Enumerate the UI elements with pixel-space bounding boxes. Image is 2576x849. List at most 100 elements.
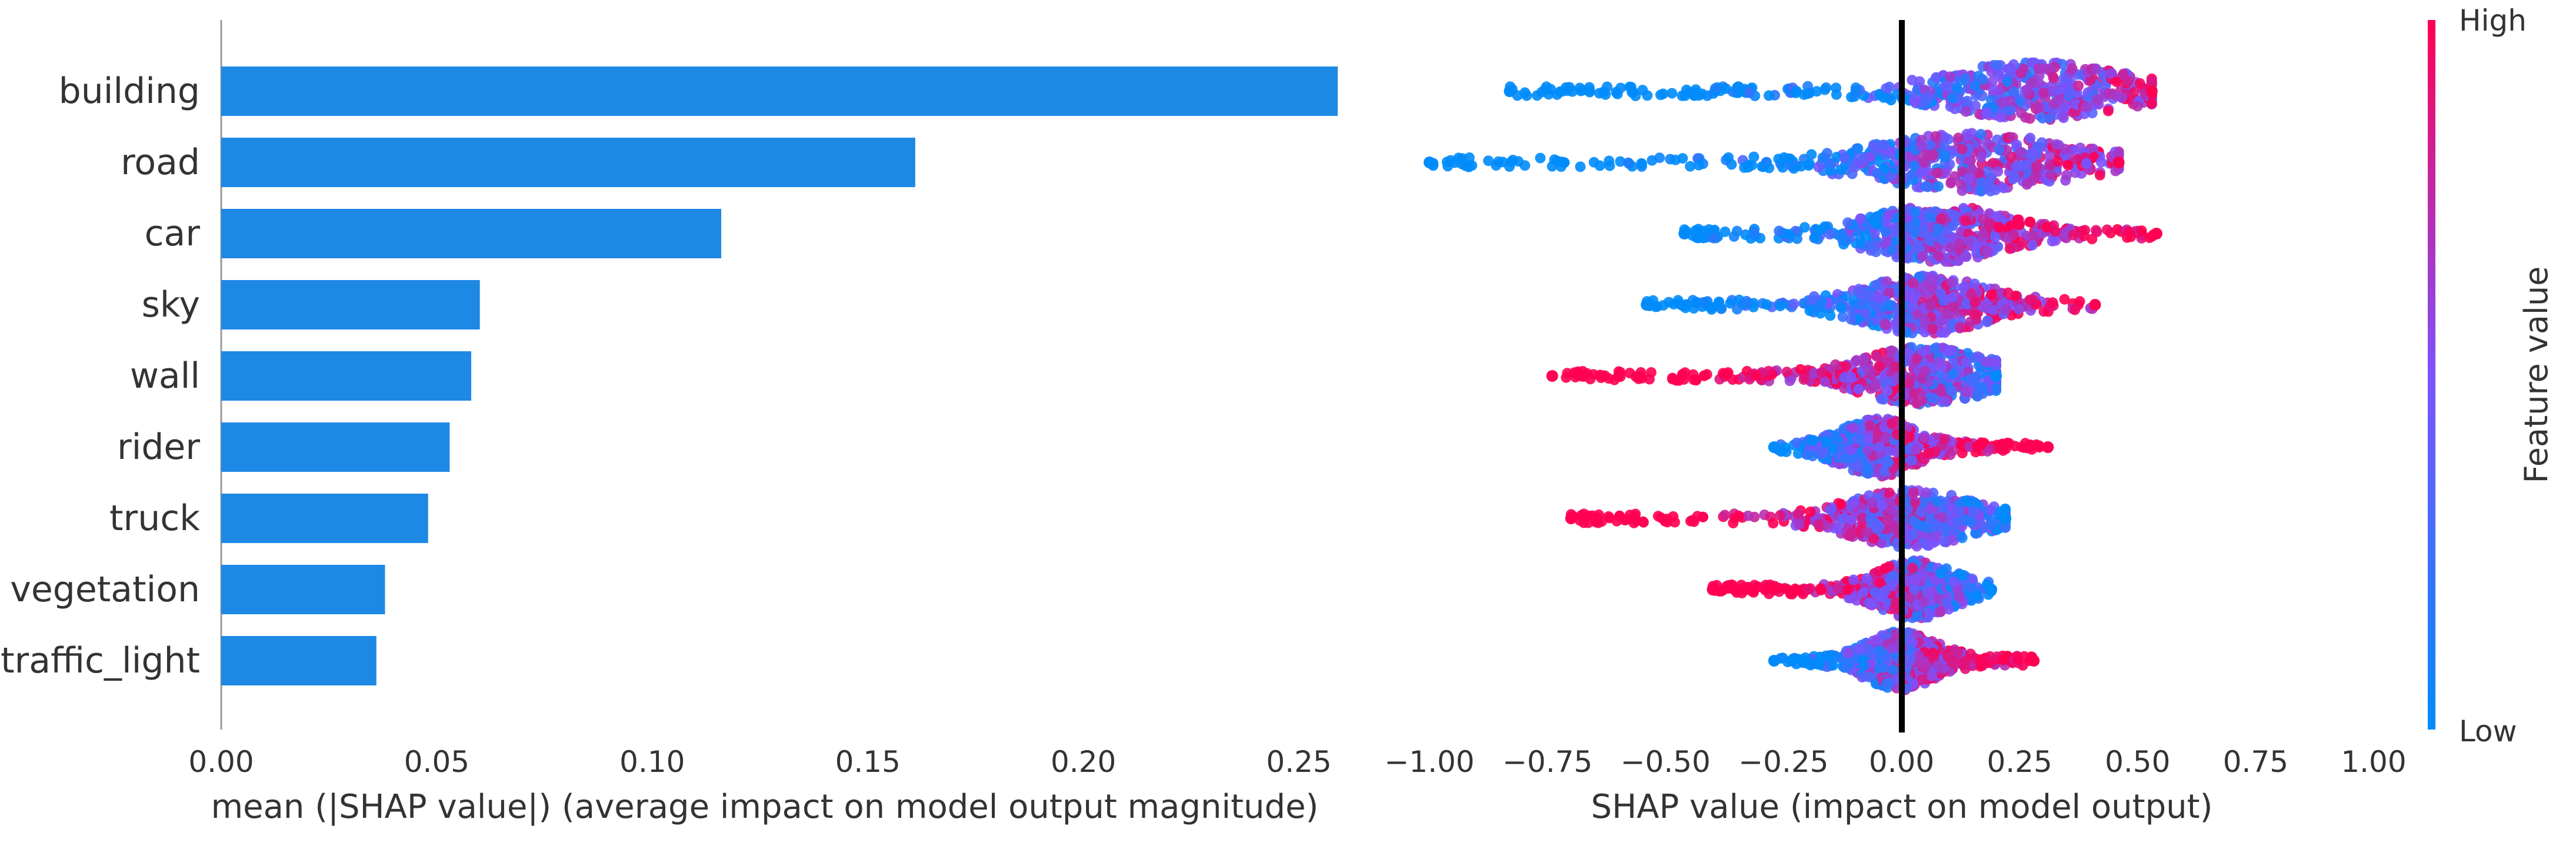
- beeswarm-point: [1914, 76, 1925, 87]
- beeswarm-point: [1972, 440, 1982, 451]
- beeswarm-point: [1953, 591, 1964, 602]
- beeswarm-point: [1729, 512, 1740, 524]
- beeswarm-point: [1690, 225, 1701, 236]
- beeswarm-point: [1857, 512, 1868, 524]
- beeswarm-point: [2015, 147, 2027, 158]
- beeswarm-point: [2018, 64, 2029, 75]
- beeswarm-point: [1831, 152, 1842, 162]
- beeswarm-point: [1870, 378, 1881, 389]
- beeswarm-x-tick-label: −0.50: [1621, 745, 1711, 779]
- beeswarm-point: [1965, 289, 1977, 300]
- beeswarm-point: [1940, 151, 1951, 161]
- beeswarm-point: [1858, 660, 1869, 671]
- beeswarm-point: [1519, 160, 1531, 171]
- beeswarm-point: [1813, 519, 1824, 530]
- beeswarm-point: [1551, 89, 1562, 100]
- beeswarm-point: [1742, 510, 1754, 521]
- beeswarm-point: [1845, 444, 1857, 455]
- beeswarm-point: [1871, 634, 1882, 645]
- beeswarm-point: [1654, 152, 1665, 164]
- beeswarm-point: [1685, 161, 1696, 172]
- beeswarm-point: [1783, 229, 1794, 240]
- beeswarm-point: [2132, 101, 2143, 112]
- beeswarm-point: [1879, 377, 1890, 388]
- beeswarm-point: [1816, 224, 1827, 235]
- beeswarm-point: [1852, 461, 1863, 472]
- beeswarm-point: [1877, 500, 1887, 511]
- beeswarm-point: [1667, 372, 1678, 384]
- beeswarm-point: [2050, 226, 2061, 237]
- beeswarm-point: [1733, 81, 1744, 92]
- beeswarm-point: [2004, 243, 2015, 254]
- beeswarm-point: [1907, 562, 1918, 574]
- bar-vegetation: [221, 565, 385, 614]
- beeswarm-point: [1846, 305, 1857, 317]
- beeswarm-point: [1933, 357, 1944, 368]
- beeswarm-point: [1615, 156, 1626, 167]
- beeswarm-point: [1932, 181, 1944, 192]
- beeswarm-point: [1878, 92, 1889, 103]
- beeswarm-point: [2059, 101, 2070, 112]
- bar-x-axis-label: mean (|SHAP value|) (average impact on m…: [211, 788, 1319, 826]
- beeswarm-point: [1926, 283, 1937, 294]
- beeswarm-point: [1962, 173, 1974, 184]
- beeswarm-extreme-point: [1990, 370, 2002, 382]
- beeswarm-point: [1562, 85, 1573, 96]
- beeswarm-x-tick-label: 1.00: [2341, 745, 2406, 779]
- beeswarm-point: [1842, 217, 1854, 228]
- beeswarm-point: [1863, 289, 1874, 301]
- beeswarm-point: [1884, 487, 1895, 498]
- beeswarm-point: [1991, 384, 2001, 395]
- beeswarm-point: [1923, 448, 1934, 459]
- feature-label-car: car: [145, 213, 201, 254]
- beeswarm-point: [2002, 287, 2014, 298]
- beeswarm-point: [1935, 568, 1946, 579]
- beeswarm-point: [1965, 317, 1976, 327]
- beeswarm-point: [1627, 87, 1638, 98]
- beeswarm-point: [2033, 102, 2044, 113]
- colorbar-high-label: High: [2459, 4, 2527, 38]
- beeswarm-point: [1871, 519, 1882, 530]
- beeswarm-point: [1981, 108, 1992, 118]
- beeswarm-point: [1957, 144, 1968, 155]
- beeswarm-point: [1929, 343, 1940, 354]
- feature-label-building: building: [59, 71, 200, 112]
- beeswarm-point: [2005, 105, 2016, 116]
- beeswarm-point: [1961, 386, 1972, 397]
- beeswarm-point: [1457, 158, 1468, 169]
- beeswarm-point: [1984, 657, 1995, 668]
- beeswarm-point: [1493, 156, 1504, 167]
- beeswarm-point: [1802, 584, 1814, 595]
- colorbar-gradient: [2428, 20, 2435, 730]
- beeswarm-point: [1619, 515, 1631, 526]
- beeswarm-point: [1603, 373, 1614, 384]
- beeswarm-point: [1822, 148, 1832, 159]
- beeswarm-point: [1904, 222, 1915, 232]
- beeswarm-point: [1957, 185, 1968, 196]
- beeswarm-point: [1885, 171, 1896, 182]
- beeswarm-point: [1691, 374, 1702, 385]
- beeswarm-point: [1709, 83, 1721, 94]
- beeswarm-point: [1726, 580, 1737, 590]
- beeswarm-x-tick-label: 0.75: [2223, 745, 2288, 779]
- beeswarm-point: [1949, 209, 1960, 221]
- beeswarm-point: [1821, 437, 1832, 448]
- beeswarm-point: [1935, 386, 1947, 397]
- beeswarm-point: [1945, 242, 1956, 254]
- beeswarm-point: [1864, 420, 1875, 431]
- beeswarm-point: [1855, 213, 1866, 224]
- mean-shap-bar-panel: buildingroadcarskywallridertruckvegetati…: [1, 20, 1338, 826]
- feature-label-wall: wall: [130, 355, 200, 397]
- beeswarm-point: [1990, 184, 2001, 195]
- bar-truck: [221, 494, 428, 543]
- beeswarm-x-tick-label: 0.50: [2105, 745, 2170, 779]
- beeswarm-point: [1918, 597, 1929, 608]
- beeswarm-point: [1667, 88, 1678, 99]
- beeswarm-point: [1967, 164, 1978, 175]
- beeswarm-point: [1719, 510, 1731, 521]
- beeswarm-point: [1871, 279, 1882, 291]
- beeswarm-point: [1769, 581, 1780, 592]
- beeswarm-point: [1857, 588, 1868, 599]
- beeswarm-point: [1693, 159, 1704, 171]
- beeswarm-point: [1867, 497, 1878, 508]
